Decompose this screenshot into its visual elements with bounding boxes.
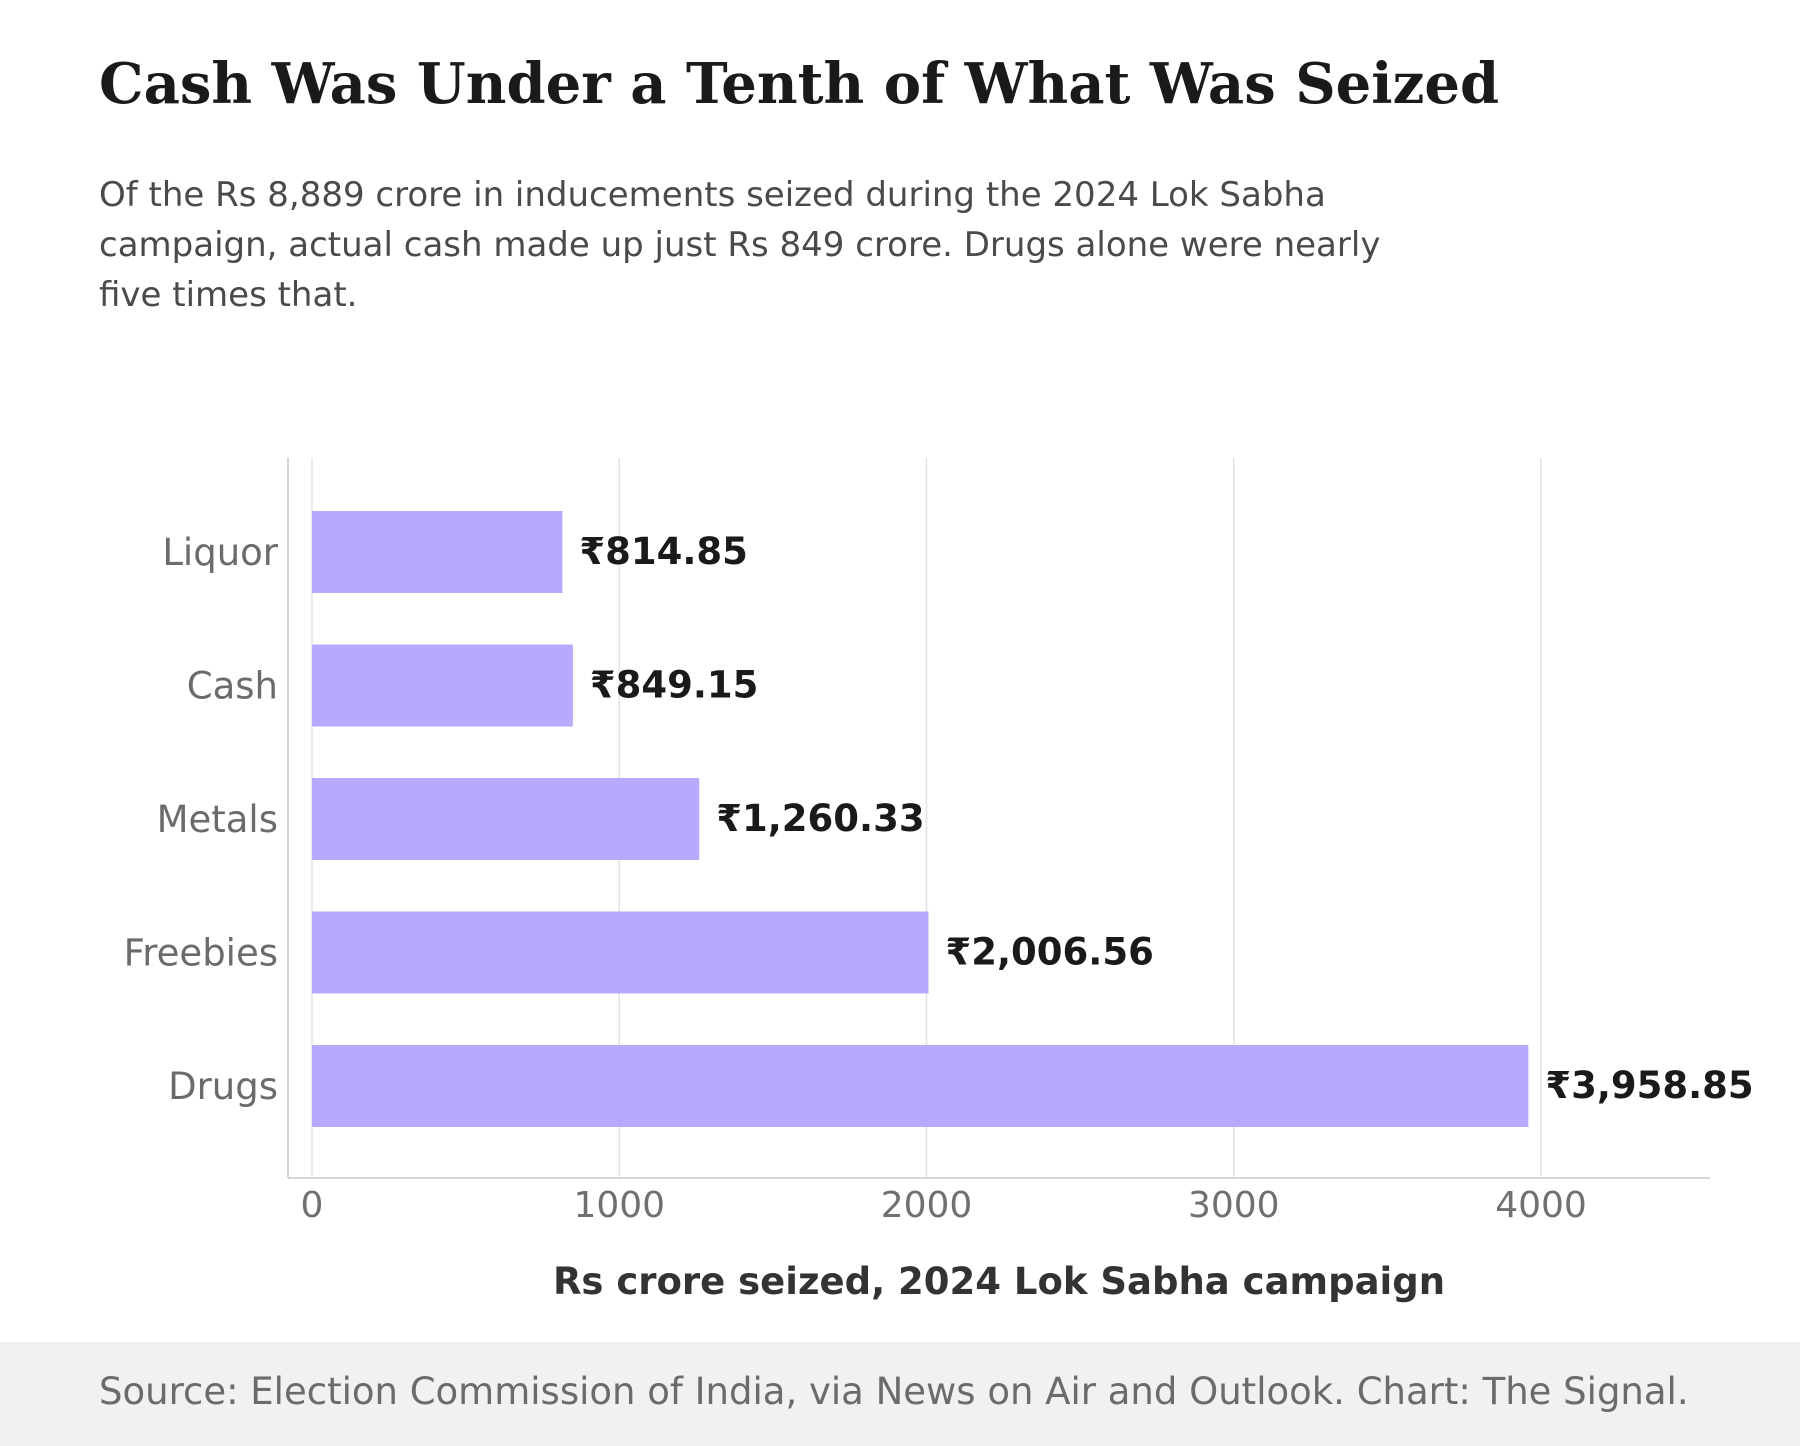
- bar-cash: [312, 644, 573, 727]
- category-label: Metals: [157, 798, 278, 841]
- footer: [0, 1342, 1800, 1446]
- labels: 0 1000 2000 3000 4000 Liquor ₹814.85 Cash ₹849.1…: [124, 530, 1754, 1226]
- bar-chart: 0 1000 2000 3000 4000 Liquor ₹814.85 Cash ₹849.1…: [124, 458, 1754, 1303]
- data-label: ₹3,958.85: [1545, 1064, 1753, 1107]
- chart-title: Cash Was Under a Tenth of What Was Seize…: [99, 51, 1500, 117]
- data-label: ₹2,006.56: [946, 931, 1154, 974]
- bars: [312, 511, 1529, 1127]
- chart-subtitle: Of the Rs 8,889 crore in inducements sei…: [99, 175, 1381, 315]
- category-label: Drugs: [168, 1065, 278, 1108]
- x-tick-label: 3000: [1188, 1185, 1280, 1226]
- x-tick-label: 2000: [881, 1185, 973, 1226]
- data-label: ₹1,260.33: [716, 797, 924, 840]
- bar-liquor: [312, 511, 563, 593]
- bar-metals: [312, 778, 700, 860]
- x-axis-title: Rs crore seized, 2024 Lok Sabha campaign: [553, 1260, 1445, 1303]
- x-tick-label: 4000: [1495, 1185, 1587, 1226]
- x-tick-label: 1000: [573, 1185, 665, 1226]
- data-label: ₹849.15: [590, 664, 759, 707]
- source-note: Source: Election Commission of India, vi…: [99, 1370, 1689, 1413]
- bar-drugs: [312, 1045, 1529, 1127]
- category-label: Freebies: [124, 932, 278, 975]
- x-tick-label: 0: [301, 1185, 324, 1226]
- category-label: Liquor: [162, 531, 278, 574]
- bar-freebies: [312, 911, 929, 994]
- category-label: Cash: [187, 665, 278, 708]
- axes: [287, 458, 1710, 1179]
- data-label: ₹814.85: [579, 530, 748, 573]
